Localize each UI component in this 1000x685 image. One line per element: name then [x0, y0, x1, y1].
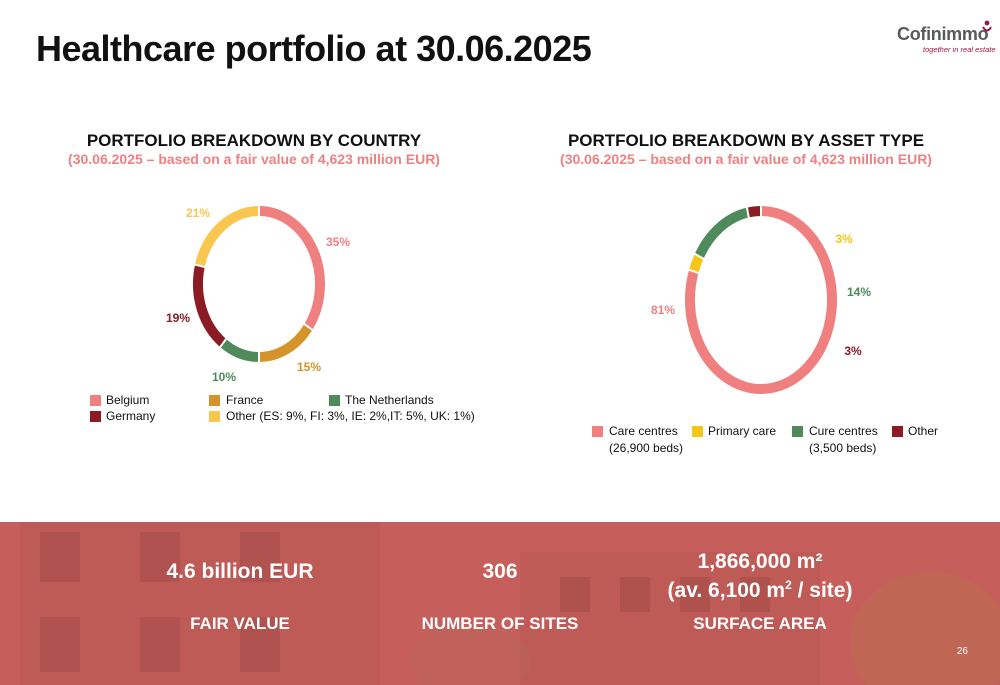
- legend-swatch-france: [209, 395, 220, 406]
- legend-label-cure-centres: Cure centres: [809, 424, 878, 438]
- logo-name: Cofinimmo: [897, 24, 989, 44]
- asset-slice-cure-centres: [694, 207, 750, 259]
- legend-label-netherlands: The Netherlands: [345, 393, 434, 407]
- legend-swatch-other-asset: [892, 426, 903, 437]
- legend-swatch-care-centres: [592, 426, 603, 437]
- country-slice-separator: [299, 320, 318, 334]
- legend-label-other-asset: Other: [908, 424, 939, 438]
- country-slice-other-country: [195, 206, 260, 268]
- kpi-surface: 1,866,000 m²: [697, 550, 823, 573]
- asset-label-care-centres: 81%: [651, 303, 675, 317]
- asset-label-other-asset: 3%: [844, 344, 862, 358]
- legend-swatch-germany: [90, 411, 101, 422]
- asset-slice-care-centres: [685, 206, 837, 394]
- legend-label-other-country: Other (ES: 9%, FI: 3%, IE: 2%,IT: 5%, UK…: [226, 409, 475, 423]
- kpi-band: 4.6 billion EUR FAIR VALUE 306 NUMBER OF…: [0, 522, 1000, 685]
- kpi-surface-average-sup: 2: [785, 578, 792, 592]
- country-chart-subtitle: (30.06.2025 – based on a fair value of 4…: [68, 151, 440, 167]
- asset-slice-separator: [683, 267, 704, 276]
- legend-swatch-belgium: [90, 395, 101, 406]
- country-slice-netherlands: [219, 339, 260, 362]
- asset-label-cure-centres: 14%: [847, 285, 871, 299]
- asset-slice-separator: [689, 250, 709, 263]
- legend-label-belgium: Belgium: [106, 393, 150, 407]
- country-chart-title: PORTFOLIO BREAKDOWN BY COUNTRY: [86, 131, 422, 150]
- kpi-surface-label: SURFACE AREA: [693, 614, 827, 633]
- country-slice-france: [258, 324, 313, 362]
- legend-label-germany: Germany: [106, 409, 156, 423]
- legend-note-care-centres: (26,900 beds): [609, 441, 684, 455]
- legend-swatch-cure-centres: [792, 426, 803, 437]
- country-label-belgium: 35%: [326, 235, 350, 249]
- country-slice-belgium: [258, 206, 325, 330]
- asset-slice-separator: [744, 202, 751, 223]
- page-number: 26: [956, 646, 968, 657]
- legend-note-cure-centres: (3,500 beds): [809, 441, 877, 455]
- company-logo: Cofinimmo together in real estate: [893, 12, 997, 60]
- legend-swatch-other-country: [209, 411, 220, 422]
- building-background-image: [0, 522, 1000, 685]
- page-title: Healthcare portfolio at 30.06.2025: [36, 28, 592, 69]
- donut-charts: 35% 15% 10% 19% 21% 81% 3% 14% 3%: [165, 202, 872, 394]
- asset-slice-primary-care: [688, 254, 704, 273]
- kpi-sites: 306: [482, 560, 518, 583]
- kpi-fair-value-label: FAIR VALUE: [190, 614, 290, 633]
- kpi-fair-value: 4.6 billion EUR: [166, 560, 314, 583]
- country-label-germany: 19%: [166, 311, 190, 325]
- logo-tagline: together in real estate: [923, 45, 996, 54]
- asset-slice-other-asset: [746, 206, 762, 218]
- country-label-france: 15%: [297, 360, 321, 374]
- legend-label-care-centres: Care centres: [609, 424, 678, 438]
- asset-chart-title: PORTFOLIO BREAKDOWN BY ASSET TYPE: [567, 131, 925, 150]
- legend-swatch-primary-care: [692, 426, 703, 437]
- kpi-sites-label: NUMBER OF SITES: [421, 614, 579, 633]
- logo-mark-icon: [982, 20, 992, 32]
- country-slice-germany: [193, 264, 227, 347]
- country-label-netherlands: 10%: [212, 370, 236, 384]
- country-slice-separator: [189, 262, 210, 270]
- asset-chart-subtitle: (30.06.2025 – based on a fair value of 4…: [560, 151, 932, 167]
- country-label-other-country: 21%: [186, 206, 210, 220]
- kpi-surface-average-pre: (av. 6,100 m: [667, 579, 786, 602]
- legend-label-primary-care: Primary care: [708, 424, 777, 438]
- legend-swatch-netherlands: [329, 395, 340, 406]
- asset-label-primary-care: 3%: [835, 232, 853, 246]
- kpi-surface-average: (av. 6,100 m2 / site): [640, 578, 880, 603]
- country-slice-separator: [216, 334, 230, 352]
- kpi-surface-average-post: / site): [791, 579, 853, 602]
- legend-label-france: France: [226, 393, 264, 407]
